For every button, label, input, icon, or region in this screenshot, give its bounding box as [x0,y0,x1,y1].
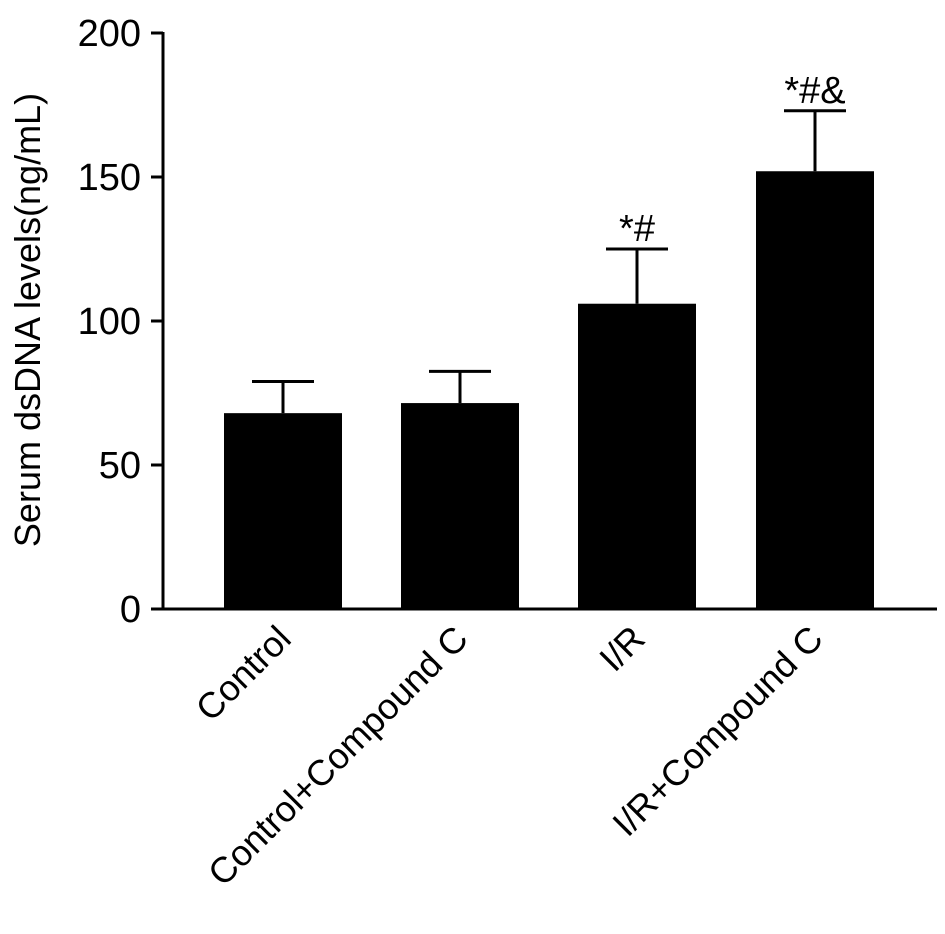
bars-group [224,171,874,610]
x-category-label: I/R [591,618,653,680]
y-axis-title: Serum dsDNA levels(ng/mL) [7,93,48,547]
significance-annotation: *# [619,208,655,250]
error-bars-group [252,109,846,414]
annotations-group: *# *#& [619,70,846,250]
y-tick-label: 50 [99,445,141,487]
bar [578,303,696,609]
y-tick-label: 0 [120,589,141,631]
significance-annotation: *#& [784,70,845,112]
y-axis-ticks: 0 50 100 150 200 [78,13,163,631]
y-tick-label: 150 [78,157,141,199]
y-tick-label: 100 [78,301,141,343]
x-category-label: Control [188,618,299,729]
y-tick-label: 200 [78,13,141,55]
bar [224,413,342,609]
bar [401,403,519,609]
bar [756,171,874,610]
